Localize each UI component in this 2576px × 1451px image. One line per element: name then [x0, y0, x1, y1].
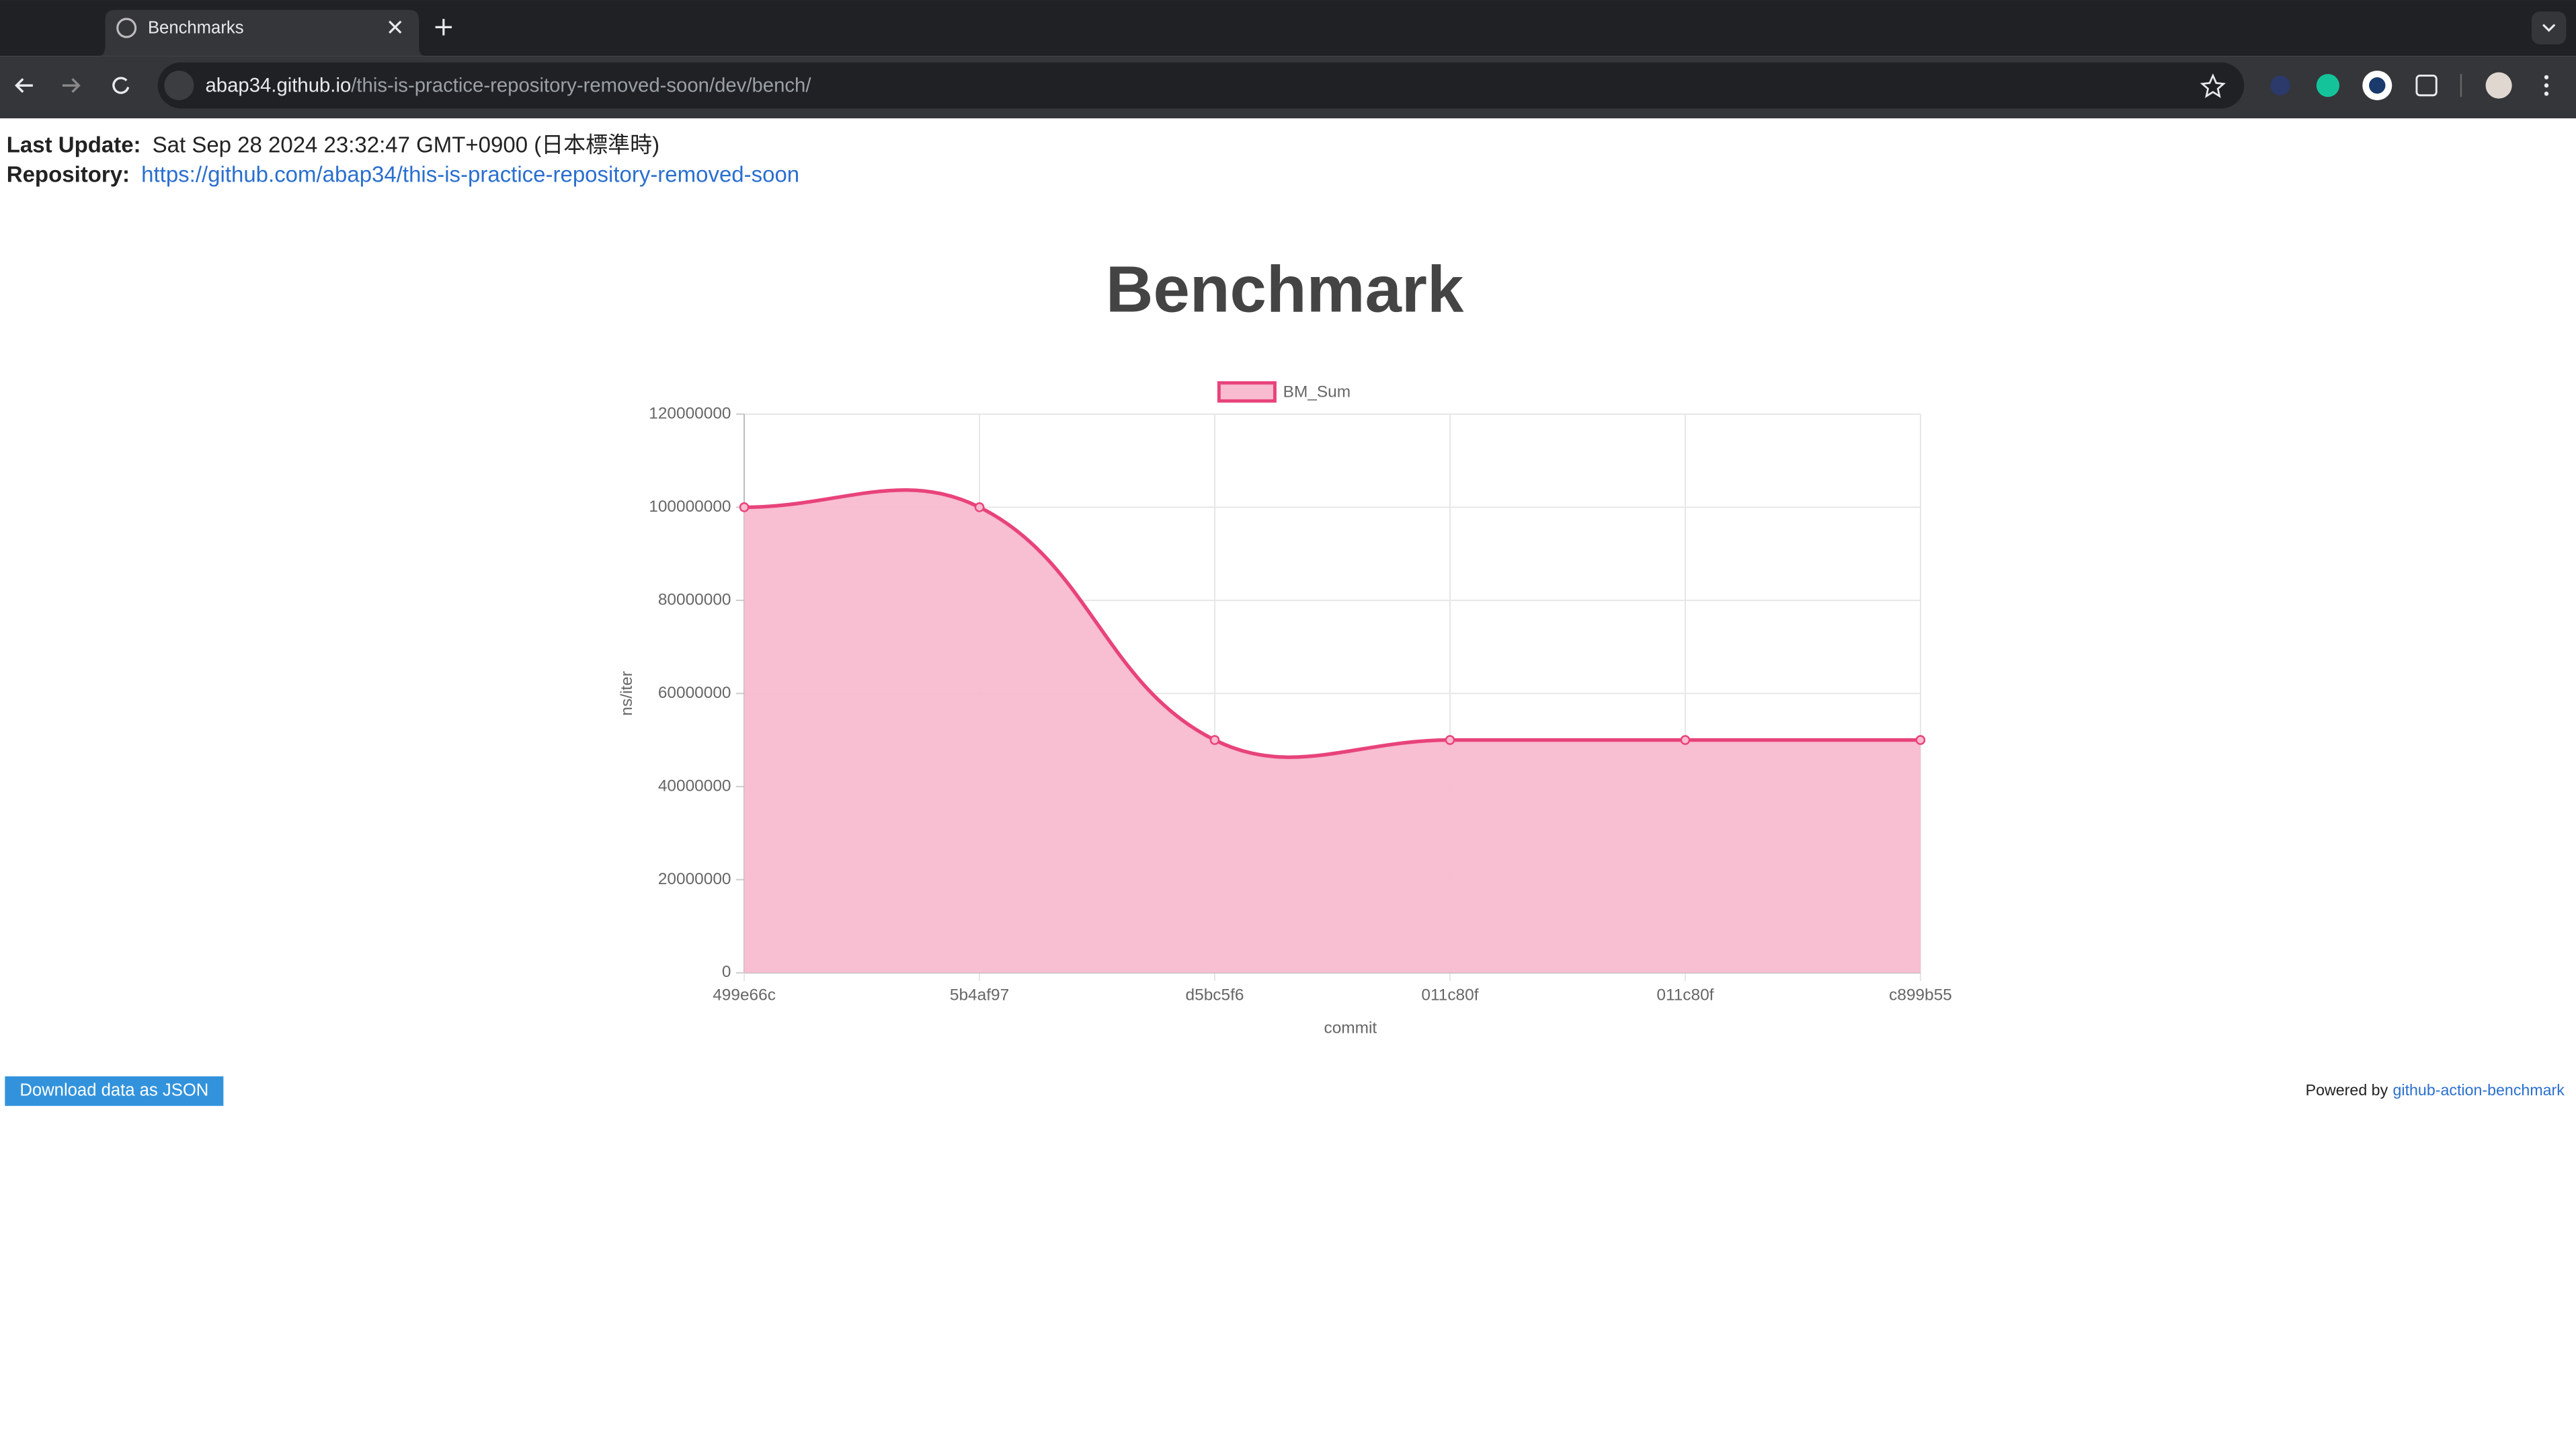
- site-info[interactable]: [164, 71, 194, 101]
- y-tick-label: 100000000: [649, 498, 731, 516]
- last-update-value: Sat Sep 28 2024 23:32:47 GMT+0900 (日本標準時…: [153, 132, 659, 157]
- extensions-menu[interactable]: [2415, 74, 2438, 97]
- x-tick-label: 5b4af97: [950, 986, 1009, 1004]
- point: [974, 502, 985, 512]
- reload-button[interactable]: [112, 77, 130, 94]
- bookmark-star[interactable]: [2200, 73, 2226, 98]
- legend-swatch: [1217, 381, 1277, 403]
- extension-icon[interactable]: [2270, 75, 2290, 95]
- legend-label: BM_Sum: [1283, 383, 1351, 401]
- x-tick-label: 499e66c: [713, 986, 776, 1004]
- back-button[interactable]: [15, 78, 33, 93]
- y-tick-label: 0: [722, 963, 731, 981]
- x-axis-title: commit: [1324, 1019, 1377, 1037]
- forward-button[interactable]: [62, 78, 81, 93]
- powered-by-text: Powered by: [2306, 1081, 2388, 1099]
- tab-search-icon: [2542, 24, 2556, 32]
- page-title: Benchmark: [1106, 252, 1464, 325]
- area: [744, 489, 1921, 973]
- x-tick-label: 011c80f: [1421, 986, 1478, 1004]
- x-tick-label: 011c80f: [1656, 986, 1714, 1004]
- line: [744, 488, 1921, 759]
- tab-favicon: [116, 17, 137, 38]
- y-tick-label: 60000000: [658, 684, 731, 702]
- y-axis-title: ns/iter: [618, 671, 636, 716]
- chart: 0 20000000 40000000 60000000 80000000 1000000…: [618, 381, 1952, 1037]
- last-update-label: Last Update:: [7, 132, 141, 157]
- extension-icon[interactable]: [2316, 74, 2340, 97]
- browser-menu[interactable]: [2544, 75, 2549, 96]
- x-tick-label: c899b55: [1889, 986, 1952, 1004]
- powered-by: Powered by github-action-benchmark: [2306, 1081, 2565, 1099]
- y-tick-label: 80000000: [658, 590, 731, 609]
- tab-search[interactable]: [2532, 11, 2567, 45]
- url-host: abap34.github.io: [205, 74, 351, 96]
- point: [739, 502, 750, 512]
- point: [1915, 735, 1926, 745]
- tab-title: Benchmarks: [148, 19, 244, 38]
- repository-link[interactable]: https://github.com/abap34/this-is-practi…: [141, 161, 799, 186]
- address-bar[interactable]: [157, 62, 2245, 109]
- tab-strip: [0, 0, 2576, 56]
- extension-icon-inner: [2369, 77, 2386, 94]
- last-update: Last Update: Sat Sep 28 2024 23:32:47 GMT…: [7, 132, 659, 157]
- y-tick-label: 20000000: [658, 870, 731, 888]
- profile-avatar[interactable]: [2485, 72, 2512, 99]
- tab-close[interactable]: [389, 20, 402, 34]
- point: [1209, 735, 1220, 745]
- point: [1680, 735, 1691, 745]
- url-path: /this-is-practice-repository-removed-soo…: [351, 74, 811, 96]
- point: [1445, 735, 1455, 745]
- x-tick-label: d5bc5f6: [1186, 986, 1244, 1004]
- active-tab[interactable]: [98, 9, 426, 56]
- y-tick-label: 120000000: [649, 404, 731, 422]
- download-button-label: Download data as JSON: [19, 1081, 208, 1100]
- repository: Repository: https://github.com/abap34/thi…: [7, 161, 799, 186]
- repository-label: Repository:: [7, 161, 130, 186]
- new-tab[interactable]: [435, 19, 452, 36]
- url: abap34.github.io/this-is-practice-reposi…: [205, 74, 811, 96]
- y-tick-label: 40000000: [658, 777, 731, 795]
- powered-by-link[interactable]: github-action-benchmark: [2393, 1081, 2565, 1099]
- download-button[interactable]: [5, 1076, 224, 1106]
